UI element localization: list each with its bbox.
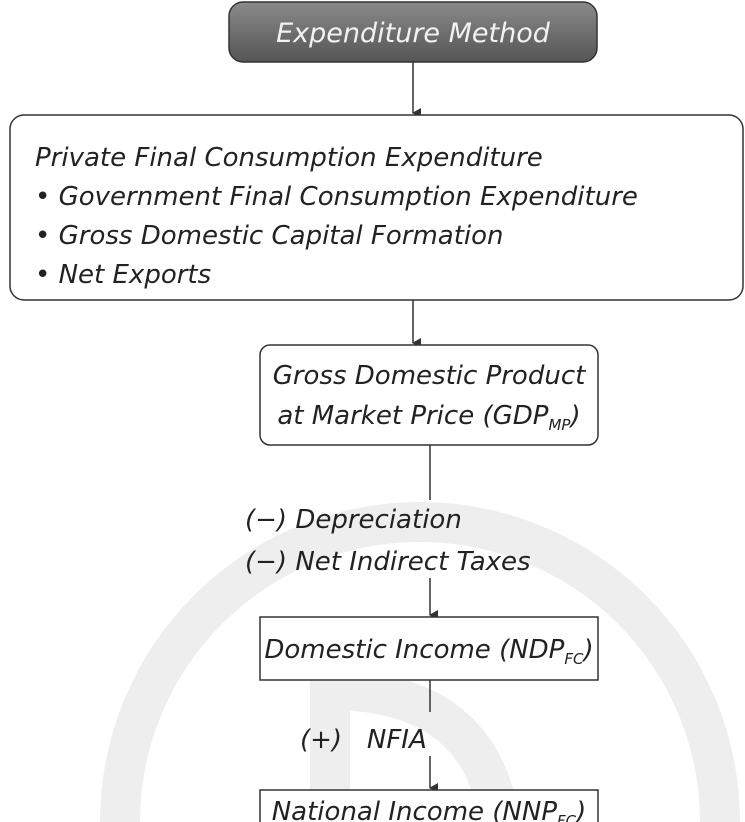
national-box	[259, 789, 599, 822]
component: • Net Exports	[35, 260, 211, 290]
national-label: National Income (NNPFC)	[272, 797, 587, 822]
watermark	[100, 502, 740, 822]
addition: (+) NFIA	[300, 725, 427, 755]
text: National Income (NNP	[272, 797, 558, 822]
deduction: (−) Net Indirect Taxes	[245, 547, 531, 577]
domestic-box	[259, 616, 599, 681]
components-box	[9, 114, 744, 301]
subscript: FC	[564, 650, 584, 668]
deduction: (−) Depreciation	[245, 505, 462, 535]
domestic-label: Domestic Income (NDPFC)	[264, 635, 593, 668]
gdp-line: at Market Price (GDPMP)	[277, 401, 580, 434]
text: Domestic Income (NDP	[264, 635, 564, 665]
subscript: FC	[557, 812, 577, 822]
text: )	[574, 797, 586, 822]
title: Expenditure Method	[276, 18, 551, 49]
gdp-box	[259, 344, 599, 446]
component: • Government Final Consumption Expenditu…	[35, 182, 638, 212]
text: at Market Price (GDP	[277, 401, 548, 431]
component: • Gross Domestic Capital Formation	[35, 221, 504, 251]
text: )	[568, 401, 580, 431]
subscript: MP	[548, 416, 571, 434]
text: )	[581, 635, 593, 665]
gdp-line: Gross Domestic Product	[273, 361, 586, 391]
component: Private Final Consumption Expenditure	[35, 143, 543, 173]
